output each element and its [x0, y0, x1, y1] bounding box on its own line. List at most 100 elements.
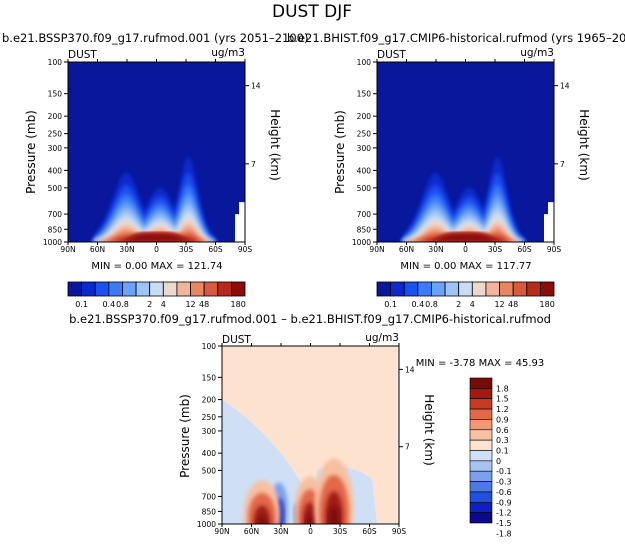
colorbar-label: 4	[470, 300, 475, 309]
colorbar-label: 48	[508, 300, 518, 309]
positive-plume	[328, 505, 340, 524]
colorbar-label: 0.4	[411, 300, 424, 309]
y-tick-label: 700	[357, 210, 372, 219]
y-tick-label: 200	[48, 112, 63, 121]
y-tick-label: 300	[202, 427, 217, 436]
colorbar-swatch	[417, 281, 432, 297]
x-tick-label: 90S	[547, 245, 562, 254]
colorbar-swatch	[162, 281, 178, 297]
x-tick-label: 0	[154, 245, 159, 254]
x-tick-label: 30S	[488, 245, 503, 254]
y-tick-label: 250	[357, 130, 372, 139]
height-axis-label: Height (km)	[577, 109, 591, 180]
y-axis-label: Pressure (mb)	[333, 110, 347, 194]
colorbar-label: 2	[147, 300, 152, 309]
y-tick-label: 150	[48, 90, 63, 99]
colorbar-swatch	[469, 481, 493, 493]
x-tick-label: 60N	[90, 245, 105, 254]
stats-label: MIN = 0.00 MAX = 121.74	[91, 261, 222, 272]
x-tick-label: 90N	[214, 527, 229, 536]
colorbar-swatch	[469, 512, 493, 524]
colorbar-swatch	[376, 281, 392, 297]
colorbar-swatch	[469, 470, 493, 482]
y-tick-label: 150	[357, 90, 372, 99]
colorbar-label: 48	[199, 300, 209, 309]
colorbar-swatch	[390, 281, 405, 297]
y-tick-label: 200	[202, 396, 217, 405]
colorbar: 1.8 1.51.20.9 0.60.3 0.10-0.1 -0.3-0.6-0.9 -1…	[469, 377, 512, 538]
colorbar-label: 180	[231, 300, 246, 309]
x-tick-label: 0	[308, 527, 313, 536]
colorbar-swatch	[469, 439, 493, 451]
height-tick-label: 7	[405, 443, 410, 452]
x-tick-label: 90S	[392, 527, 407, 536]
colorbar-label: 0.8	[425, 300, 438, 309]
colorbar-label: 0.1	[75, 300, 88, 309]
panel-title: b.e21.BSSP370.f09_g17.rufmod.001 – b.e21…	[69, 312, 551, 326]
contour-field	[222, 346, 399, 524]
colorbar-swatch	[469, 491, 493, 503]
page-title: DUST DJF	[272, 2, 352, 22]
colorbar-label: -1.5	[496, 519, 512, 528]
positive-plume	[257, 516, 267, 524]
contour-field	[68, 62, 245, 242]
positive-plume	[253, 505, 271, 524]
no-data-region	[235, 202, 245, 242]
colorbar-swatch	[469, 398, 493, 410]
colorbar-label: -0.3	[496, 478, 512, 487]
colorbar-swatch	[176, 281, 191, 297]
y-tick-label: 300	[48, 144, 63, 153]
colorbar-swatch	[149, 281, 164, 297]
y-tick-label: 1000	[352, 238, 371, 247]
contour-level	[92, 233, 217, 242]
y-tick-label: 100	[357, 58, 372, 67]
panel-title: b.e21.BSSP370.f09_g17.rufmod.001 (yrs 20…	[2, 31, 308, 45]
colorbar-swatch	[190, 281, 205, 297]
colorbar-swatch	[469, 419, 493, 431]
x-tick-label: 30N	[273, 527, 288, 536]
height-tick-label: 7	[560, 160, 565, 169]
colorbar-swatch	[458, 281, 473, 297]
contour-field	[377, 62, 554, 242]
y-axis-label: Pressure (mb)	[24, 110, 38, 194]
colorbar-swatch	[469, 377, 493, 389]
colorbar-label: 4	[161, 300, 166, 309]
height-tick-label: 14	[405, 365, 415, 374]
colorbar-swatch	[81, 281, 96, 297]
colorbar-label: -0.1	[496, 467, 512, 476]
colorbar-label: -1.8	[496, 529, 512, 538]
colorbar-swatch	[444, 281, 460, 297]
y-tick-label: 250	[48, 130, 63, 139]
y-tick-label: 850	[357, 225, 372, 234]
x-tick-label: 90N	[369, 245, 384, 254]
positive-plume	[302, 502, 318, 524]
colorbar-label: 2	[456, 300, 461, 309]
height-axis-label: Height (km)	[268, 109, 282, 180]
colorbar-swatch	[469, 388, 493, 400]
colorbar-swatch	[539, 281, 555, 297]
stats-label: MIN = -3.78 MAX = 45.93	[416, 358, 545, 369]
y-tick-label: 400	[202, 449, 217, 458]
colorbar-label: 1.2	[496, 405, 509, 414]
x-tick-label: 90S	[238, 245, 253, 254]
height-tick-label: 14	[251, 82, 261, 91]
y-tick-label: 700	[48, 210, 63, 219]
colorbar-label: 0.9	[496, 415, 509, 424]
height-tick-label: 7	[251, 160, 256, 169]
panel-difference: b.e21.BSSP370.f09_g17.rufmod.001 – b.e21…	[69, 312, 551, 538]
colorbar-label: 12	[494, 300, 504, 309]
colorbar-label: 0.1	[384, 300, 397, 309]
y-tick-label: 700	[202, 492, 217, 501]
y-tick-label: 200	[357, 112, 372, 121]
colorbar-label: 0.6	[496, 426, 509, 435]
height-tick-label: 14	[560, 82, 570, 91]
colorbar-swatch	[512, 281, 528, 297]
colorbar-swatch	[203, 281, 219, 297]
variable-label: DUST	[222, 334, 251, 346]
y-tick-label: 1000	[197, 520, 216, 529]
no-data-region	[544, 202, 554, 242]
colorbar-label: -0.6	[496, 488, 512, 497]
colorbar-swatch	[499, 281, 514, 297]
units-label: ug/m3	[520, 47, 554, 59]
